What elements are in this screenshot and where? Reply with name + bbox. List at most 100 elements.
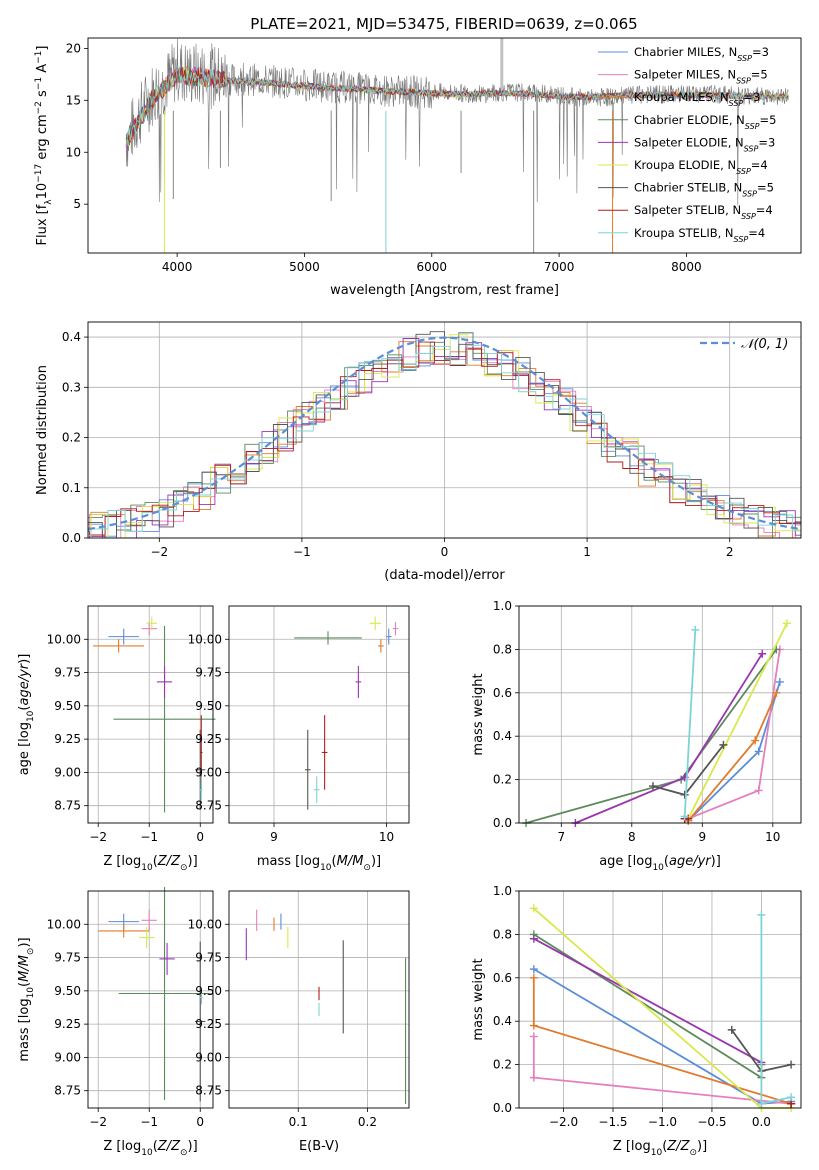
x-axis-label: (data-model)/error xyxy=(384,568,505,583)
y-tick-label: 8.75 xyxy=(195,1084,222,1098)
y-tick-label: 9.00 xyxy=(54,1050,81,1064)
y-tick-label: 9.50 xyxy=(54,699,81,713)
x-tick-label: 0 xyxy=(196,1115,204,1129)
legend-nssp: =5 xyxy=(757,181,774,195)
legend-nssp: =4 xyxy=(751,158,768,172)
x-axis-label: Z [log10(Z/Z⊙)] xyxy=(613,1139,707,1158)
x-tick-label: 9 xyxy=(270,830,278,844)
legend-nssp: =4 xyxy=(748,226,765,240)
series-marker-4 xyxy=(758,649,767,658)
histogram-8 xyxy=(88,344,801,538)
x-tick-label: 2 xyxy=(726,545,734,559)
label-part: 10 xyxy=(141,863,153,873)
y-tick-label: 0.0 xyxy=(493,1101,512,1115)
y-tick-label: 0.4 xyxy=(493,1014,512,1028)
panel-mass-vs-ebv: 0.1 0.2 8.75 9.00 9.25 9.50 9.75 10.00 E(B-V) xyxy=(188,890,410,1154)
label-part: 10 xyxy=(651,1148,663,1158)
label-part: Z [log xyxy=(613,1139,651,1154)
y-tick-label: 0.0 xyxy=(493,816,512,830)
y-tick-label: 9.25 xyxy=(54,1017,81,1031)
axes-frame xyxy=(228,605,410,824)
x-axis-label: Z [log10(Z/Z⊙)] xyxy=(103,1139,197,1158)
label-part: ( xyxy=(662,1139,667,1154)
x-tick-label: −2.0 xyxy=(549,1115,578,1129)
y-tick-label: 9.25 xyxy=(54,732,81,746)
legend-nssp: =3 xyxy=(752,45,769,59)
legend-sub: SSP xyxy=(734,234,749,243)
label-part: )] xyxy=(188,854,198,869)
y-tick-label: 0.0 xyxy=(62,531,81,545)
y-axis-label: mass weight xyxy=(471,673,486,755)
label-part: Z [log xyxy=(103,854,141,869)
legend-entry-3: Chabrier ELODIE, NSSP=5 xyxy=(634,113,776,131)
y-tick-label: 9.75 xyxy=(54,666,81,680)
axes-frame xyxy=(87,37,802,254)
axes-frame xyxy=(228,890,410,1109)
series-marker-6 xyxy=(787,1060,796,1069)
label-part: ⊙ xyxy=(180,1148,188,1158)
series-marker-6 xyxy=(727,1025,736,1034)
series-marker-2 xyxy=(529,1021,538,1030)
x-tick-label: 10 xyxy=(765,830,780,844)
series-marker-0 xyxy=(775,677,784,686)
label-part: ⊙ xyxy=(363,863,371,873)
legend-name: Kroupa STELIB, N xyxy=(634,226,734,240)
legend-nssp: =3 xyxy=(758,135,775,149)
y-tick-label: 9.00 xyxy=(195,765,222,779)
y-tick-label: 0.4 xyxy=(62,330,81,344)
legend-sub: SSP xyxy=(736,76,751,85)
legend-sub: SSP xyxy=(741,212,756,221)
x-tick-label: 0.0 xyxy=(752,1115,771,1129)
legend-entry-5: Kroupa ELODIE, NSSP=4 xyxy=(634,158,768,176)
panel-spectrum: 4000 5000 6000 7000 8000 5 10 15 20 Chabrier MILE… xyxy=(34,37,802,298)
legend-name: Salpeter ELODIE, N xyxy=(634,135,744,149)
x-tick-label: 8000 xyxy=(671,260,702,274)
x-tick-label: 0 xyxy=(196,830,204,844)
series-marker-5 xyxy=(529,904,538,913)
histogram-steps xyxy=(88,331,801,538)
y-tick-label: 0.3 xyxy=(62,380,81,394)
label-part: −17 xyxy=(34,164,44,183)
label-part: ( xyxy=(332,854,337,869)
y-tick-label: 10.00 xyxy=(47,917,81,931)
series-marker-8 xyxy=(680,812,689,821)
y-axis-label: mass [log10(M/M⊙)] xyxy=(17,937,36,1061)
legend-sub: SSP xyxy=(744,144,759,153)
label-part: age [log xyxy=(599,854,652,869)
label-part: −2 xyxy=(34,101,44,114)
x-tick-label: −2 xyxy=(150,545,168,559)
series-marker-8 xyxy=(757,910,766,919)
series-marker-4 xyxy=(529,934,538,943)
y-tick-label: 9.50 xyxy=(195,984,222,998)
x-axis-label: mass [log10(M/M⊙)] xyxy=(257,854,381,873)
label-part: λ xyxy=(44,199,54,205)
x-tick-label: 5000 xyxy=(289,260,320,274)
x-tick-label: −1 xyxy=(140,830,158,844)
x-tick-label: 0.1 xyxy=(289,1115,308,1129)
legend-nssp: =4 xyxy=(756,203,773,217)
normal-curve xyxy=(88,336,801,531)
legend-entry-1: Salpeter MILES, NSSP=5 xyxy=(634,68,768,86)
label-part: )] xyxy=(188,1139,198,1154)
x-tick-label: −1.0 xyxy=(648,1115,677,1129)
label-part: age [log xyxy=(17,722,32,775)
label-part: Normed distribution xyxy=(35,365,50,495)
axes-frame xyxy=(87,321,802,539)
x-tick-label: −1 xyxy=(293,545,311,559)
y-tick-label: 8.75 xyxy=(54,799,81,813)
legend-entry-2: Kroupa MILES, NSSP=3 xyxy=(634,90,760,108)
x-axis-label: age [log10(age/yr)] xyxy=(599,854,721,873)
label-part: ⊙ xyxy=(689,1148,697,1158)
histogram-5 xyxy=(88,334,801,538)
y-tick-label: 0.1 xyxy=(62,481,81,495)
axes-frame xyxy=(87,890,214,1109)
legend-name: Kroupa MILES, N xyxy=(634,90,729,104)
y-axis-label: mass weight xyxy=(471,958,486,1040)
label-part: ⊙ xyxy=(180,863,188,873)
x-tick-label: 1 xyxy=(583,545,591,559)
series-line-4 xyxy=(575,653,763,824)
label-part: 10 xyxy=(141,1148,153,1158)
label-part: mass weight xyxy=(471,958,486,1040)
